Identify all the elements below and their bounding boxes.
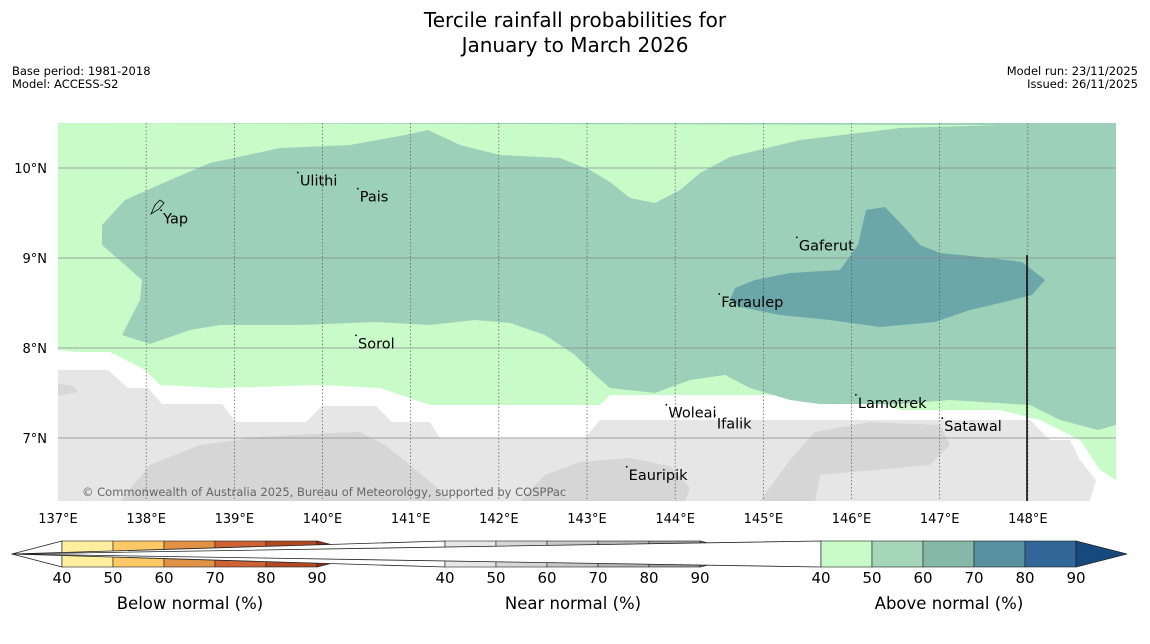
place-marker [160, 209, 163, 212]
place-label-eauripik: Eauripik [629, 468, 688, 484]
place-label-ulithi: Ulithi [300, 174, 338, 190]
copyright-notice: © Commonwealth of Australia 2025, Bureau… [82, 485, 566, 499]
place-marker [356, 187, 359, 190]
colorbar-tick-label: 40 [435, 569, 454, 587]
place-label-faraulep: Faraulep [721, 295, 783, 311]
axis-labels: 137°E 138°E 139°E 140°E 141°E 142°E 143°E 144°E… [14, 162, 1047, 527]
lon-tick-label: 142°E [479, 512, 519, 527]
colorbar-tick-label: 90 [690, 569, 709, 587]
colorbar-tick-label: 50 [103, 569, 122, 587]
map-title: Tercile rainfall probabilities for Janua… [0, 8, 1150, 58]
place-label-satawal: Satawal [944, 419, 1001, 435]
place-label-gaferut: Gaferut [799, 238, 854, 254]
model-name: Model: ACCESS-S2 [12, 77, 119, 91]
colorbar-segment [871, 540, 924, 568]
colorbar-tick-label: 40 [811, 569, 830, 587]
place-label-lamotrek: Lamotrek [858, 396, 927, 412]
graticule [58, 123, 1116, 501]
colorbar-segment [973, 540, 1026, 568]
lon-tick-label: 146°E [832, 512, 872, 527]
lat-tick-label: 9°N [23, 252, 48, 267]
place-label-ifalik: Ifalik [717, 417, 752, 433]
place-marker [665, 403, 668, 406]
lon-tick-label: 143°E [567, 512, 607, 527]
lon-tick-label: 147°E [920, 512, 960, 527]
lon-tick-label: 138°E [126, 512, 166, 527]
lat-tick-label: 8°N [23, 342, 48, 357]
place-label-woleai: Woleai [668, 406, 716, 422]
place-marker [941, 417, 944, 420]
colorbar-segment [820, 540, 873, 568]
meta-left: Base period: 1981-2018 Model: ACCESS-S2 [12, 65, 151, 91]
lat-tick-label: 7°N [23, 432, 48, 447]
meta-right: Model run: 23/11/2025 Issued: 26/11/2025 [1007, 65, 1138, 91]
colorbar-near-label: Near normal (%) [504, 594, 642, 613]
lon-tick-label: 140°E [303, 512, 343, 527]
colorbar-over-arrow [1075, 540, 1128, 568]
colorbar-below-label: Below normal (%) [116, 594, 264, 613]
place-marker [855, 393, 857, 396]
colorbar-tick-label: 70 [205, 569, 224, 587]
colorbar-tick-label: 70 [964, 569, 983, 587]
lat-tick-label: 10°N [14, 162, 47, 177]
model-run: Model run: 23/11/2025 [1006, 64, 1138, 78]
place-label-yap: Yap [162, 211, 188, 227]
yap-island [150, 199, 165, 216]
lon-tick-label: 144°E [655, 512, 695, 527]
place-marker [713, 414, 716, 417]
lon-tick-label: 148°E [1008, 512, 1048, 527]
issued-date: Issued: 26/11/2025 [1027, 77, 1138, 91]
lon-tick-label: 141°E [391, 512, 431, 527]
colorbar-tick-label: 60 [537, 569, 556, 587]
region-near-west-patch [58, 384, 78, 396]
colorbar-tick-label: 80 [1015, 569, 1034, 587]
base-period: Base period: 1981-2018 [12, 64, 151, 78]
colorbar-tick-label: 40 [52, 569, 71, 587]
title-line-1: Tercile rainfall probabilities for [423, 8, 727, 32]
colorbar-2: 40 50 60 70 80 90 [11, 540, 1128, 587]
colorbar-tick-label: 70 [588, 569, 607, 587]
colorbar-tick-label: 90 [1066, 569, 1085, 587]
colorbar-tick-label: 60 [913, 569, 932, 587]
place-marker [355, 334, 357, 337]
colorbar-tick-label: 90 [307, 569, 326, 587]
colorbars: 40 50 60 70 80 90 40 50 60 70 80 90 40 50 60 70 80 90 [10, 540, 1128, 587]
place-marker [718, 293, 721, 295]
region-near-50-60-b [520, 458, 690, 501]
place-marker [795, 236, 798, 239]
region-above-50-60 [58, 123, 1116, 430]
colorbar-tick-label: 50 [486, 569, 505, 587]
place-label-sorol: Sorol [358, 336, 395, 352]
colorbar-tick-label: 80 [256, 569, 275, 587]
region-above-60-70 [730, 207, 1045, 327]
colorbar-above-label: Above normal (%) [874, 594, 1024, 613]
colorbar-segment [1024, 540, 1077, 568]
region-near-50-60-a [120, 432, 450, 501]
lon-tick-label: 145°E [744, 512, 784, 527]
place-label-pais: Pais [360, 190, 389, 206]
colorbar-tick-label: 50 [862, 569, 881, 587]
lon-tick-label: 137°E [38, 512, 78, 527]
region-near-50-60-c [760, 422, 950, 501]
place-marker [296, 171, 299, 174]
colorbar-tick-label: 80 [639, 569, 658, 587]
title-line-2: January to March 2026 [461, 33, 689, 57]
place-labels: Yap Ulithi Pais Gaferut Faraulep Sorol WoleaiI… [160, 171, 1002, 484]
lon-tick-label: 139°E [215, 512, 255, 527]
colorbar-tick-label: 60 [154, 569, 173, 587]
place-marker [625, 465, 628, 468]
colorbar-segment [922, 540, 975, 568]
